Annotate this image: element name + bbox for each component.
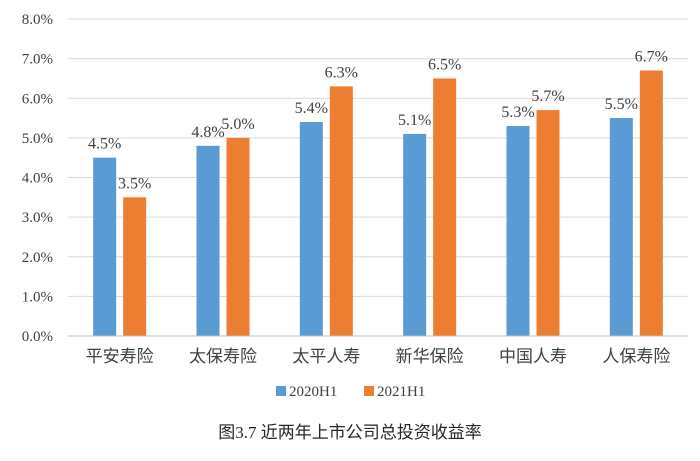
y-axis-tick-labels: 0.0% 1.0% 2.0% 3.0% 4.0% 5.0% 6.0% 7.0% 8.0%: [22, 12, 53, 345]
category-label: 太保寿险: [189, 347, 257, 366]
y-tick-label: 8.0%: [22, 12, 53, 28]
y-tick-label: 0.0%: [22, 329, 53, 345]
bars: [93, 70, 663, 337]
category-label: 太平人寿: [292, 347, 360, 366]
data-labels: 4.5% 3.5% 4.8%5.0% 5.4% 6.3% 5.1% 6.5% 5.3%5.7%…: [88, 49, 668, 193]
legend: 2020H1 2021H1: [276, 384, 425, 400]
bar-2021H1: [536, 110, 560, 336]
bar-2021H1: [329, 86, 353, 336]
bar-2021H1: [123, 197, 147, 336]
bar-2021H1: [433, 78, 457, 336]
data-label: 5.1%: [398, 112, 431, 129]
x-axis-category-labels: 平安寿险 太保寿险 太平人寿 新华保险 中国人寿 人保寿险: [86, 347, 671, 366]
data-label: 4.5%: [88, 136, 121, 153]
data-label: 5.3%: [501, 104, 534, 121]
data-label: 5.5%: [605, 96, 638, 113]
y-tick-label: 7.0%: [22, 52, 53, 68]
bar-2020H1: [93, 157, 117, 336]
data-label: 4.8%: [191, 124, 224, 141]
figure-caption: 图3.7 近两年上市公司总投资收益率: [218, 423, 482, 442]
y-tick-label: 5.0%: [22, 131, 53, 147]
data-label: 6.5%: [428, 56, 461, 73]
data-label: 6.7%: [635, 49, 668, 66]
data-label: 5.0%: [221, 116, 254, 133]
data-label: 5.4%: [295, 100, 328, 117]
bar-2020H1: [506, 125, 530, 336]
legend-swatch: [276, 386, 286, 396]
gridlines: [68, 18, 688, 297]
y-tick-label: 2.0%: [22, 250, 53, 266]
category-label: 人保寿险: [602, 347, 670, 366]
legend-label: 2020H1: [289, 384, 337, 400]
y-tick-label: 3.0%: [22, 210, 53, 226]
bar-2020H1: [609, 118, 633, 336]
data-label: 6.3%: [325, 64, 358, 81]
y-tick-label: 6.0%: [22, 91, 53, 107]
y-tick-label: 1.0%: [22, 289, 53, 305]
y-tick-label: 4.0%: [22, 171, 53, 187]
category-label: 新华保险: [396, 347, 464, 366]
category-label: 中国人寿: [499, 347, 567, 366]
legend-label: 2021H1: [377, 384, 425, 400]
bar-2020H1: [196, 145, 220, 336]
legend-swatch: [364, 386, 374, 396]
category-label: 平安寿险: [86, 347, 154, 366]
data-label: 3.5%: [118, 175, 151, 192]
bar-2021H1: [639, 70, 663, 336]
bar-2020H1: [403, 133, 427, 336]
data-label: 5.7%: [531, 88, 564, 105]
bar-2021H1: [226, 137, 250, 336]
bar-2020H1: [299, 122, 323, 337]
